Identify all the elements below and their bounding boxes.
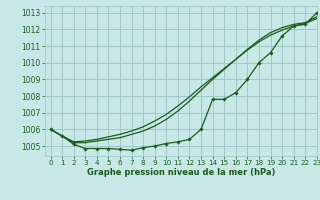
X-axis label: Graphe pression niveau de la mer (hPa): Graphe pression niveau de la mer (hPa) bbox=[87, 168, 275, 177]
